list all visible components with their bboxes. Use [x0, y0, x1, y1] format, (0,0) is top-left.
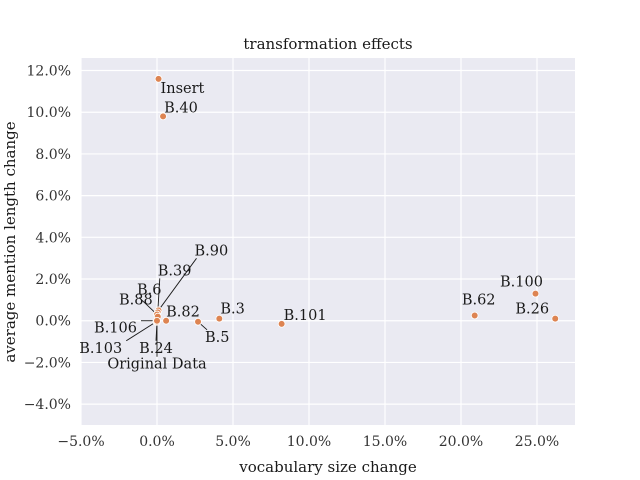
point-label-b-62: B.62 [462, 293, 496, 309]
x-tick-label: −5.0% [57, 434, 104, 450]
chart-title: transformation effects [243, 35, 412, 53]
data-point-insert [154, 75, 163, 83]
data-point-b-5 [194, 317, 202, 326]
data-point-b-101 [277, 320, 286, 328]
data-points [152, 75, 560, 328]
point-label-b-6: B.6 [137, 282, 162, 298]
x-tick-label: 5.0% [215, 434, 251, 450]
y-tick-label: 10.0% [27, 105, 71, 121]
y-tick-label: −4.0% [24, 397, 71, 413]
annotation-arrow-b-6 [138, 297, 158, 315]
data-point-b-3 [215, 314, 224, 323]
y-tick-label: 4.0% [35, 230, 71, 246]
data-point-b-100 [531, 289, 540, 298]
point-label-insert: Insert [161, 81, 205, 97]
point-label-b-39: B.39 [158, 263, 192, 279]
point-label-b-103: B.103 [79, 341, 122, 357]
point-label-b-5: B.5 [205, 330, 230, 346]
point-label-b-24: B.24 [139, 341, 173, 357]
y-tick-label: 6.0% [35, 189, 71, 205]
data-point-original-data [153, 316, 161, 325]
point-label-b-101: B.101 [284, 308, 327, 324]
point-labels: Insert B.40 B.90B.39 B.6B.88 B.82 B.106 B.103 B… [79, 81, 549, 373]
point-label-b-100: B.100 [500, 275, 543, 291]
data-point-b-62 [470, 311, 479, 320]
x-tick-label: 15.0% [363, 434, 407, 450]
point-label-original-data: Original Data [107, 357, 207, 373]
annotation-arrow-b-90 [158, 258, 197, 311]
grid-lines [80, 58, 575, 425]
y-tick-label: 0.0% [35, 314, 71, 330]
x-tick-label: 25.0% [515, 434, 559, 450]
point-label-b-90: B.90 [195, 243, 229, 259]
x-tick-label: 10.0% [287, 434, 331, 450]
y-tick-label: 12.0% [27, 64, 71, 80]
y-tick-label: 2.0% [35, 272, 71, 288]
point-label-b-26: B.26 [515, 302, 549, 318]
point-label-b-40: B.40 [164, 100, 198, 116]
y-tick-label: 8.0% [35, 147, 71, 163]
point-label-b-82: B.82 [166, 305, 200, 321]
data-point-b-82 [162, 316, 170, 325]
y-tick-label: −2.0% [24, 355, 71, 371]
data-point-b-40 [159, 112, 167, 121]
annotation-arrow-b-103 [125, 321, 157, 342]
data-point-b-26 [551, 314, 560, 323]
x-tick-label: 20.0% [439, 434, 483, 450]
x-axis-label: vocabulary size change [238, 458, 417, 476]
y-axis-label: average mention length change [1, 121, 19, 362]
tick-labels: −5.0% 0.0% 5.0% 10.0% 15.0% 20.0% 25.0% −4.0% −2… [24, 64, 560, 450]
point-label-b-106: B.106 [94, 321, 137, 337]
point-label-b-88: B.88 [119, 293, 153, 309]
x-tick-label: 0.0% [139, 434, 175, 450]
point-label-b-3: B.3 [220, 302, 245, 318]
